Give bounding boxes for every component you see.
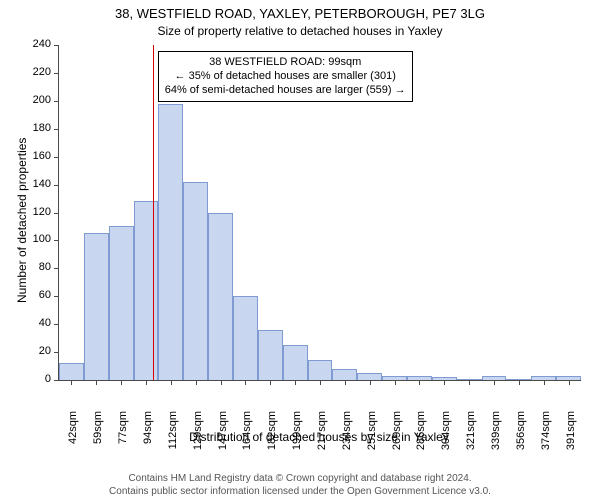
- property-size-histogram: 38, WESTFIELD ROAD, YAXLEY, PETERBOROUGH…: [0, 0, 600, 500]
- y-tick-label: 160: [23, 150, 51, 162]
- y-tick-mark: [54, 352, 59, 353]
- annotation-line1: 38 WESTFIELD ROAD: 99sqm: [165, 56, 406, 70]
- x-tick-label: 234sqm: [341, 411, 353, 456]
- property-annotation: 38 WESTFIELD ROAD: 99sqm ← 35% of detach…: [158, 51, 413, 102]
- histogram-bar: [183, 182, 208, 380]
- histogram-bar: [134, 201, 159, 380]
- x-tick-label: 147sqm: [217, 411, 229, 456]
- histogram-bar: [357, 373, 382, 380]
- x-tick-label: 304sqm: [440, 411, 452, 456]
- histogram-bar: [308, 360, 333, 380]
- histogram-bar: [109, 226, 134, 380]
- y-tick-mark: [54, 45, 59, 46]
- footer-copyright: Contains HM Land Registry data © Crown c…: [0, 473, 600, 484]
- x-tick-label: 164sqm: [241, 411, 253, 456]
- histogram-bar: [158, 104, 183, 380]
- y-tick-mark: [54, 213, 59, 214]
- x-tick-label: 217sqm: [316, 411, 328, 456]
- y-tick-label: 0: [23, 373, 51, 385]
- y-tick-mark: [54, 157, 59, 158]
- x-tick-mark: [345, 380, 346, 385]
- histogram-bar: [258, 330, 283, 380]
- x-tick-label: 374sqm: [540, 411, 552, 456]
- chart-subtitle: Size of property relative to detached ho…: [0, 24, 600, 38]
- annotation-line2: ← 35% of detached houses are smaller (30…: [165, 70, 406, 84]
- x-tick-mark: [320, 380, 321, 385]
- y-tick-mark: [54, 101, 59, 102]
- x-tick-mark: [494, 380, 495, 385]
- x-tick-mark: [295, 380, 296, 385]
- x-tick-label: 77sqm: [117, 411, 129, 456]
- x-tick-mark: [469, 380, 470, 385]
- y-tick-mark: [54, 240, 59, 241]
- y-tick-mark: [54, 380, 59, 381]
- x-tick-label: 129sqm: [192, 411, 204, 456]
- x-tick-mark: [444, 380, 445, 385]
- x-tick-mark: [419, 380, 420, 385]
- histogram-bar: [208, 213, 233, 381]
- property-marker-line: [153, 45, 154, 380]
- y-tick-label: 140: [23, 178, 51, 190]
- x-tick-label: 269sqm: [391, 411, 403, 456]
- chart-title: 38, WESTFIELD ROAD, YAXLEY, PETERBOROUGH…: [0, 6, 600, 21]
- x-tick-mark: [519, 380, 520, 385]
- y-tick-label: 100: [23, 233, 51, 245]
- y-tick-mark: [54, 73, 59, 74]
- y-tick-label: 220: [23, 66, 51, 78]
- x-tick-label: 59sqm: [92, 411, 104, 456]
- y-tick-mark: [54, 296, 59, 297]
- x-tick-mark: [71, 380, 72, 385]
- y-tick-label: 200: [23, 94, 51, 106]
- x-tick-mark: [221, 380, 222, 385]
- y-tick-label: 80: [23, 261, 51, 273]
- histogram-bar: [332, 369, 357, 380]
- x-tick-label: 112sqm: [167, 411, 179, 456]
- footer-license: Contains public sector information licen…: [0, 486, 600, 497]
- x-tick-mark: [370, 380, 371, 385]
- y-tick-mark: [54, 185, 59, 186]
- x-tick-label: 199sqm: [291, 411, 303, 456]
- y-tick-label: 20: [23, 345, 51, 357]
- x-tick-label: 182sqm: [266, 411, 278, 456]
- x-tick-label: 94sqm: [142, 411, 154, 456]
- x-tick-label: 391sqm: [565, 411, 577, 456]
- x-tick-mark: [171, 380, 172, 385]
- x-tick-mark: [544, 380, 545, 385]
- y-tick-mark: [54, 324, 59, 325]
- x-tick-mark: [569, 380, 570, 385]
- y-tick-mark: [54, 129, 59, 130]
- y-tick-label: 240: [23, 38, 51, 50]
- histogram-bar: [59, 363, 84, 380]
- y-tick-mark: [54, 268, 59, 269]
- histogram-bar: [84, 233, 109, 380]
- annotation-line3: 64% of semi-detached houses are larger (…: [165, 84, 406, 98]
- y-tick-label: 180: [23, 122, 51, 134]
- y-tick-label: 120: [23, 206, 51, 218]
- x-tick-label: 339sqm: [490, 411, 502, 456]
- x-tick-mark: [395, 380, 396, 385]
- x-tick-mark: [96, 380, 97, 385]
- x-tick-mark: [196, 380, 197, 385]
- x-tick-mark: [121, 380, 122, 385]
- x-tick-mark: [245, 380, 246, 385]
- y-axis-label: Number of detached properties: [15, 137, 29, 302]
- x-tick-label: 286sqm: [415, 411, 427, 456]
- histogram-bar: [233, 296, 258, 380]
- x-tick-mark: [146, 380, 147, 385]
- x-tick-mark: [270, 380, 271, 385]
- x-tick-label: 42sqm: [67, 411, 79, 456]
- histogram-bar: [283, 345, 308, 380]
- y-tick-label: 40: [23, 317, 51, 329]
- x-tick-label: 356sqm: [515, 411, 527, 456]
- x-tick-label: 251sqm: [366, 411, 378, 456]
- y-tick-label: 60: [23, 289, 51, 301]
- x-tick-label: 321sqm: [465, 411, 477, 456]
